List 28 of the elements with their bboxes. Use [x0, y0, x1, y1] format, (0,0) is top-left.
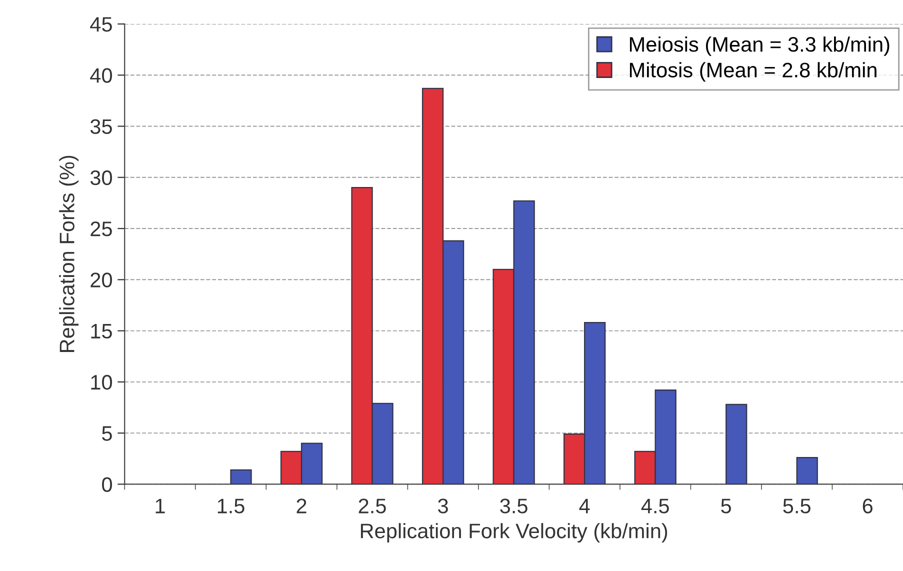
y-tick-label: 20 [90, 272, 112, 288]
y-tick-label: 25 [90, 222, 112, 236]
x-tick-label: 2 [296, 498, 306, 514]
y-tick-label: 5 [102, 426, 112, 441]
y-axis-title: Replication Forks (%) [59, 156, 79, 352]
x-axis-title: Replication Fork Velocity (kb/min) [360, 523, 668, 542]
x-tick-label: 1.5 [218, 498, 244, 514]
y-tick-label: 45 [90, 17, 112, 32]
y-tick-label: 10 [91, 374, 112, 390]
x-tick-label: 6 [862, 498, 872, 514]
bar [726, 404, 748, 484]
x-tick-label: 5.5 [783, 498, 810, 514]
y-tick-label: 35 [90, 119, 112, 134]
bar [230, 469, 252, 484]
y-tick-label: 15 [91, 324, 112, 339]
x-tick-label: 2.5 [358, 498, 386, 514]
legend-label: Meiosis (Mean = 3.3 kb/min) [630, 36, 890, 56]
x-tick-label: 5 [721, 498, 732, 514]
y-tick-label: 0 [102, 477, 112, 492]
x-tick-label: 3.5 [500, 498, 528, 514]
x-tick-label: 4 [579, 498, 590, 514]
x-tick-label: 3 [438, 498, 448, 514]
y-tick-label: 30 [90, 170, 112, 186]
legend-label: Mitosis (Mean = 2.8 kb/min [630, 62, 876, 82]
y-tick-label: 40 [90, 68, 112, 83]
bar [796, 457, 818, 484]
x-tick-label: 4.5 [641, 498, 669, 514]
x-tick-label: 1 [156, 498, 165, 514]
